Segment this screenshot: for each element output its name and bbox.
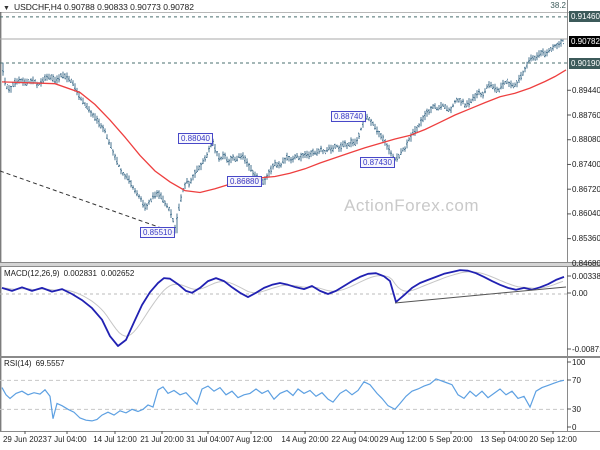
rsi-axis-label: 0 [572, 422, 577, 432]
macd-signal-value: 0.002652 [100, 269, 135, 278]
macd-line [1, 269, 565, 347]
time-axis-label: 7 Jul 04:00 [47, 435, 87, 444]
swing-price-label: 0.87430 [360, 157, 395, 168]
price-badge-level: 0.91460 [569, 11, 600, 23]
price-badge-current: 0.90782 [569, 35, 600, 47]
rsi-name: RSI(14) [4, 359, 32, 368]
time-axis-label: 29 Jun 2023 [2, 435, 48, 444]
price-badge-level: 0.90190 [569, 57, 600, 69]
time-axis-label: 31 Jul 04:00 [186, 435, 230, 444]
macd-pane-splitter[interactable] [0, 262, 600, 267]
time-axis-label: 7 Aug 12:00 [229, 435, 273, 444]
macd-axis-label: 0.00338 [572, 271, 600, 281]
time-axis-label: 13 Sep 04:00 [480, 435, 528, 444]
rsi-axis-label: 30 [572, 404, 581, 414]
time-axis-label: 20 Sep 12:00 [529, 435, 577, 444]
price-axis-label: 0.88080 [572, 135, 600, 145]
swing-price-label: 0.88040 [178, 133, 213, 144]
price-axis-label: 0.88760 [572, 110, 600, 120]
macd-value: 0.002831 [63, 269, 97, 278]
time-axis-label: 14 Aug 20:00 [281, 435, 329, 444]
swing-price-label: 0.88740 [331, 111, 366, 122]
price-axis-label: 0.86040 [572, 209, 600, 219]
rsi-axis-label: 70 [572, 375, 581, 385]
rsi-value: 69.5557 [35, 359, 65, 368]
price-axis-label: 0.89440 [572, 85, 600, 95]
price-axis-label: 0.86720 [572, 184, 600, 194]
symbol-dropdown-icon[interactable]: ▼ [3, 5, 10, 12]
macd-name: MACD(12,26,9) [4, 269, 60, 278]
time-axis-label: 22 Aug 04:00 [331, 435, 379, 444]
fib-382-label: 38.2 [550, 1, 566, 10]
chart-title-bar: ▼ USDCHF,H4 0.90788 0.90833 0.90773 0.907… [3, 2, 194, 12]
rsi-pane-splitter[interactable] [0, 356, 600, 358]
rsi-indicator-label: RSI(14) 69.5557 [4, 359, 68, 368]
rsi-line [1, 378, 565, 422]
time-axis-label: 21 Jul 20:00 [140, 435, 184, 444]
time-axis-label: 5 Sep 20:00 [429, 435, 473, 444]
macd-trendline [394, 286, 567, 304]
time-axis-label: 29 Aug 12:00 [379, 435, 427, 444]
price-axis-label: 0.84680 [572, 258, 600, 268]
time-axis-label: 14 Jul 12:00 [93, 435, 137, 444]
descending-trendline [0, 170, 177, 234]
red-ma-line [1, 69, 567, 194]
price-axis-label: 0.87400 [572, 159, 600, 169]
bar-open-close-ticks [2, 39, 564, 229]
swing-price-label: 0.86880 [227, 176, 262, 187]
swing-price-label: 0.85510 [140, 227, 175, 238]
chart-title: USDCHF,H4 0.90788 0.90833 0.90773 0.9078… [13, 2, 194, 12]
macd-axis-label: 0.00 [572, 288, 588, 298]
macd-indicator-label: MACD(12,26,9) 0.002831 0.002652 [4, 269, 138, 278]
price-axis-label: 0.85360 [572, 234, 600, 244]
watermark: ActionForex.com [344, 196, 480, 215]
rsi-axis-label: 100 [572, 357, 586, 367]
